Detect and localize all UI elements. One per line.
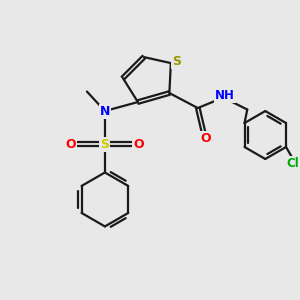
Text: O: O [66, 137, 76, 151]
Text: N: N [100, 104, 110, 118]
Text: O: O [200, 131, 211, 145]
Text: NH: NH [215, 88, 235, 102]
Text: S: S [100, 137, 109, 151]
Text: O: O [134, 137, 144, 151]
Text: Cl: Cl [286, 157, 299, 170]
Text: S: S [172, 55, 181, 68]
